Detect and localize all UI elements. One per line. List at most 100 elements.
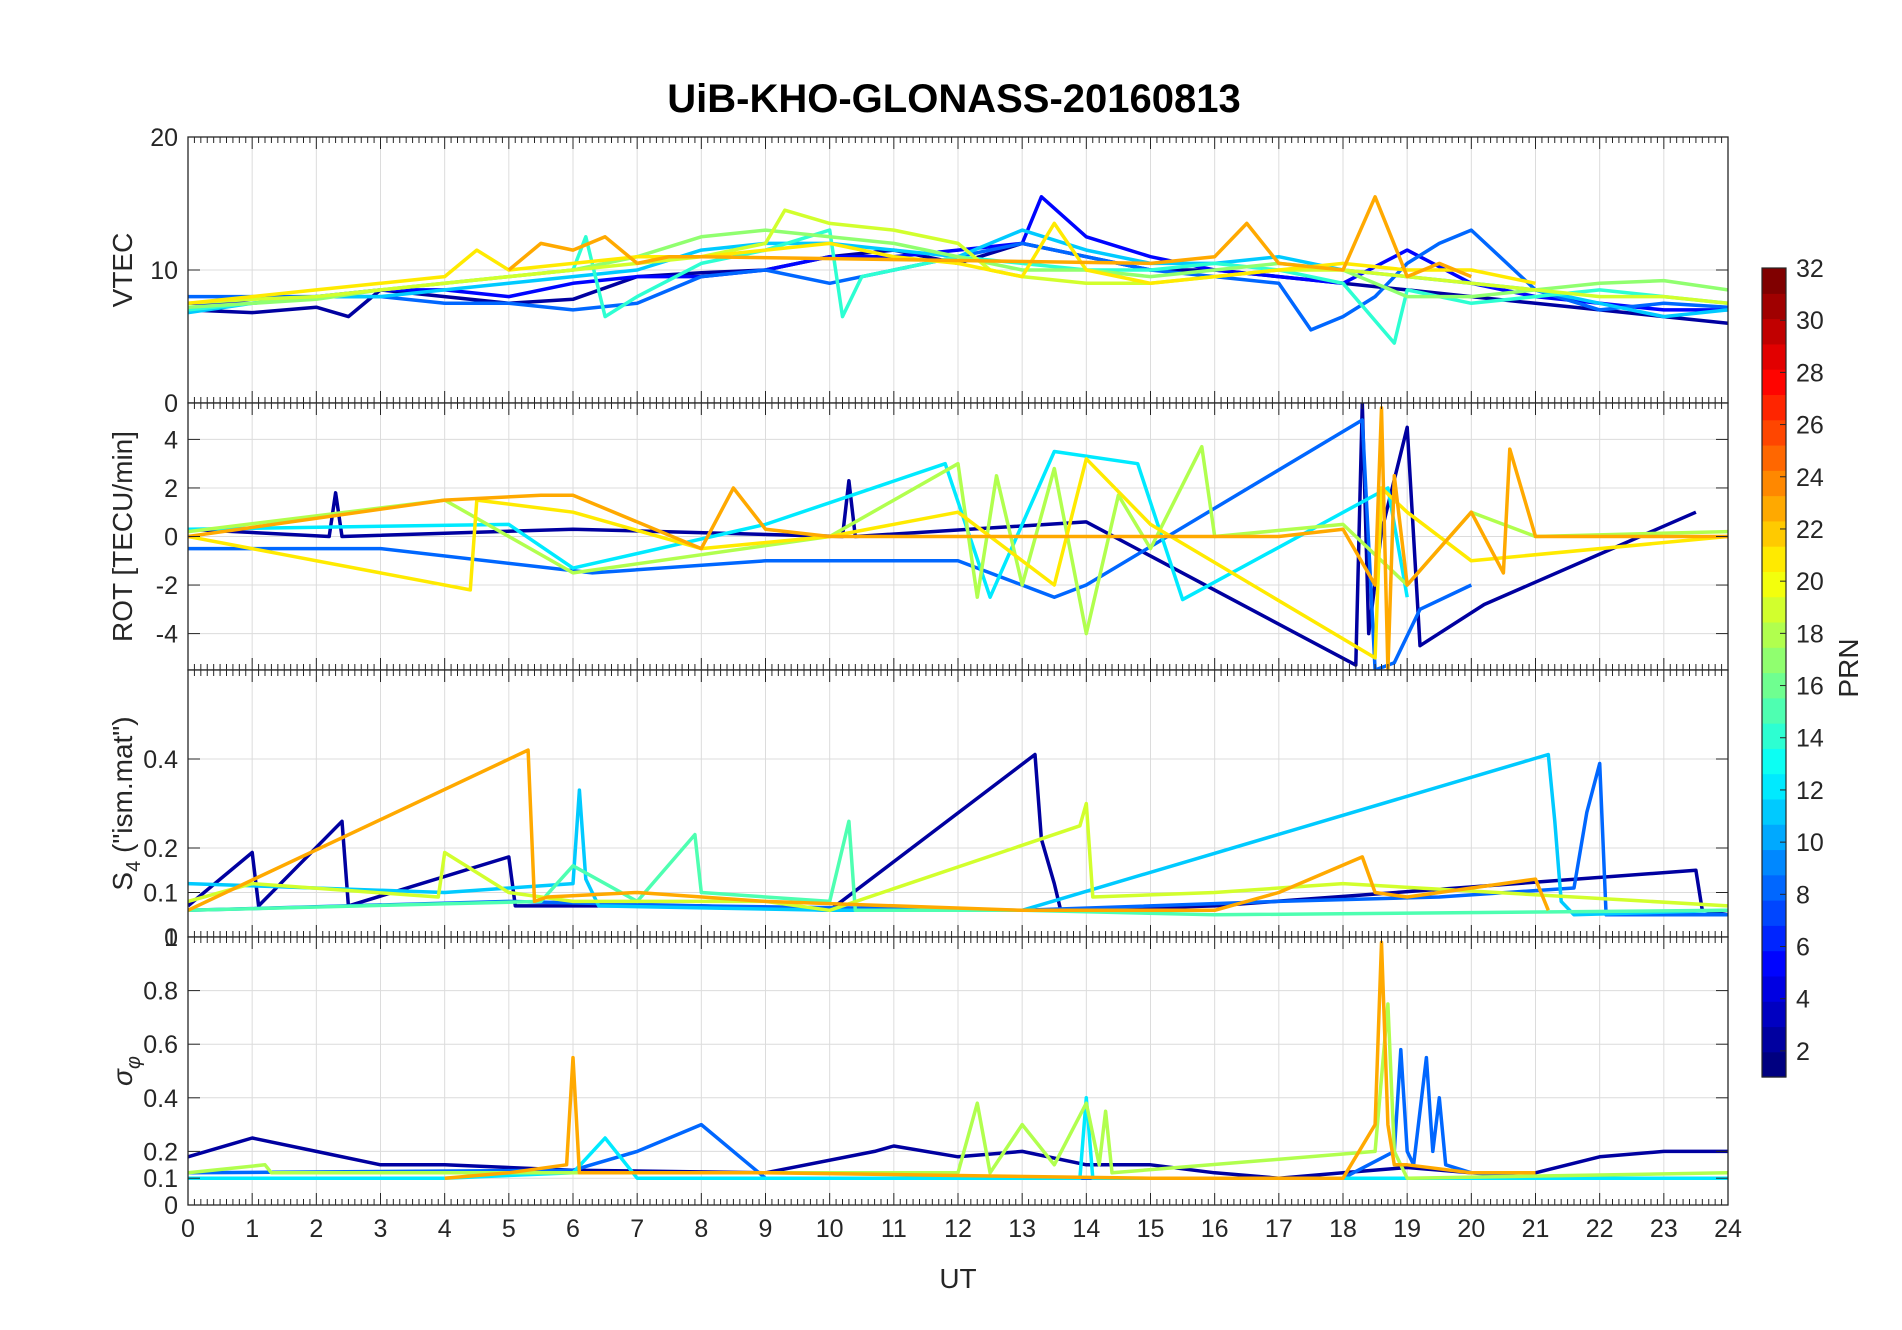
colorbar-tick-label: 6 (1796, 934, 1810, 962)
colorbar-swatch (1762, 925, 1786, 952)
colorbar-tick-label: 14 (1796, 725, 1824, 753)
panel-ROT: -4 -2 0 2 4 ROT [TECU/min] (107, 402, 1729, 671)
colorbar-swatch (1762, 900, 1786, 926)
x-tick-label: 20 (1457, 1215, 1485, 1243)
colorbar-swatch (1762, 596, 1786, 623)
series-line-prn-19 (188, 208, 1728, 306)
series-line-prn-8 (188, 418, 1473, 670)
x-tick-label: 8 (694, 1215, 708, 1243)
x-tick-label: 17 (1265, 1215, 1293, 1243)
x-tick-label: 18 (1329, 1215, 1357, 1243)
colorbar-tick-label: 10 (1796, 829, 1824, 857)
colorbar-swatch (1762, 571, 1786, 598)
y-tick-label: 10 (150, 257, 178, 285)
x-tick-label: 6 (566, 1215, 580, 1243)
colorbar-tick-label: 12 (1796, 777, 1824, 805)
x-tick-label: 2 (309, 1215, 323, 1243)
series-line-prn-2 (188, 403, 1697, 667)
y-axis-label: σφ (107, 1056, 145, 1086)
colorbar-tick-label: 2 (1796, 1038, 1810, 1066)
x-tick-label: 12 (944, 1215, 972, 1243)
x-tick-label: 24 (1714, 1215, 1742, 1243)
series-line-prn-8 (188, 761, 1728, 917)
x-tick-label: 21 (1522, 1215, 1550, 1243)
panel-S4: 00.10.20.4S4 ("ism.mat") (107, 669, 1729, 952)
x-tick-label: 19 (1393, 1215, 1421, 1243)
colorbar-swatch (1762, 798, 1786, 825)
series-line-prn-12 (188, 449, 1409, 602)
series-line-prn-8 (188, 1047, 1728, 1180)
colorbar-swatch (1762, 520, 1786, 547)
figure-title: UiB-KHO-GLONASS-20160813 (667, 77, 1241, 121)
colorbar-swatch (1762, 1051, 1786, 1078)
y-tick-label: 0 (164, 524, 178, 552)
y-tick-label: 1 (164, 924, 178, 952)
colorbar-swatch (1762, 849, 1786, 876)
series-group (188, 403, 1728, 670)
series-line-prn-5 (188, 195, 1728, 312)
series-line-prn-8 (188, 228, 1728, 332)
x-tick-label: 7 (630, 1215, 644, 1243)
x-tick-label: 11 (881, 1215, 907, 1243)
colorbar-tick-label: 24 (1796, 464, 1824, 492)
y-tick-label: 4 (164, 426, 178, 454)
x-tick-label: 3 (374, 1215, 388, 1243)
colorbar-swatch (1762, 268, 1786, 294)
y-tick-label: 0.4 (143, 746, 178, 774)
colorbar-tick-label: 4 (1796, 986, 1810, 1014)
series-line-prn-23 (444, 940, 1536, 1180)
y-tick-label: 0.4 (143, 1085, 178, 1113)
colorbar-tick-label: 20 (1796, 568, 1824, 596)
y-tick-label: 0.2 (143, 835, 178, 863)
x-tick-label: 9 (759, 1215, 773, 1243)
colorbar-tick-label: 8 (1796, 881, 1810, 909)
x-tick-label: 14 (1072, 1215, 1100, 1243)
x-tick-label: 16 (1201, 1215, 1229, 1243)
colorbar-tick-label: 16 (1796, 673, 1824, 701)
series-line-prn-23 (188, 748, 1550, 913)
series-group (188, 940, 1728, 1180)
series-line-prn-21 (188, 221, 1536, 306)
colorbar-swatch (1762, 621, 1786, 648)
series-line-prn-23 (507, 195, 1472, 279)
colorbar-swatch (1762, 546, 1786, 572)
colorbar-swatch (1762, 697, 1786, 724)
colorbar-swatch (1762, 293, 1786, 320)
y-tick-label: 20 (150, 124, 178, 152)
y-tick-label: 0 (164, 924, 178, 952)
y-tick-label: 0.2 (143, 1138, 178, 1166)
colorbar-tick-label: 22 (1796, 516, 1824, 544)
colorbar-swatch (1762, 495, 1786, 522)
colorbar-swatch (1762, 1001, 1786, 1028)
colorbar-frame (1761, 267, 1787, 1078)
colorbar-tick-label: 32 (1796, 255, 1824, 283)
y-tick-label: 0.8 (143, 978, 178, 1006)
x-axis-label: UT (939, 1263, 976, 1294)
y-tick-label: 0 (164, 1192, 178, 1220)
colorbar-swatch (1762, 950, 1786, 977)
x-tick-label: 10 (816, 1215, 844, 1243)
panel-VTEC: 0 10 20 VTEC (107, 124, 1729, 418)
colorbar-swatch (1762, 470, 1786, 497)
colorbar-swatch (1762, 723, 1786, 749)
series-line-prn-19 (188, 801, 1728, 913)
y-tick-label: -4 (156, 621, 178, 649)
x-tick-label: 22 (1586, 1215, 1614, 1243)
colorbar-label: PRN (1833, 638, 1864, 697)
x-tick-label: 4 (438, 1215, 452, 1243)
series-group (188, 195, 1728, 345)
colorbar-swatch (1762, 824, 1786, 851)
colorbar-tick-label: 30 (1796, 307, 1824, 335)
series-line-prn-18 (188, 1002, 1728, 1180)
y-tick-label: -2 (156, 572, 178, 600)
y-tick-label: 0.1 (143, 880, 178, 908)
colorbar-swatch (1762, 773, 1786, 800)
colorbar-tick-label: 28 (1796, 359, 1824, 387)
grid (187, 403, 1729, 670)
series-group (188, 748, 1728, 917)
colorbar-swatch (1762, 343, 1786, 370)
colorbar-swatch (1762, 647, 1786, 674)
